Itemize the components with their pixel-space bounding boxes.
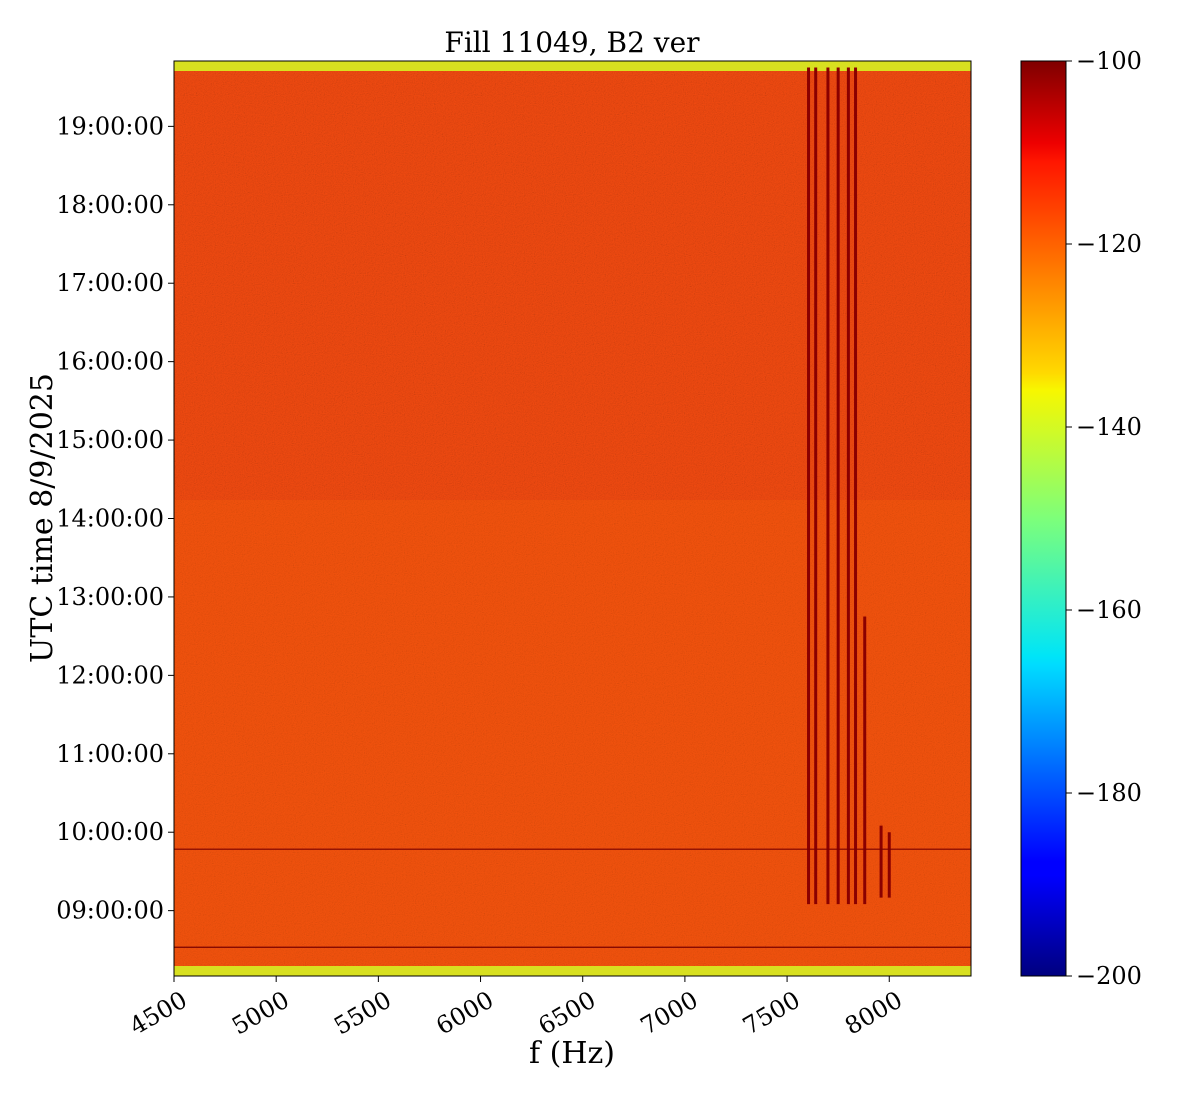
edge-band-top — [174, 61, 971, 71]
x-tick-label: 4500 — [125, 986, 192, 1041]
y-tick-label: 09:00:00 — [56, 897, 164, 925]
chart-title: Fill 11049, B2 ver — [444, 26, 700, 59]
colorbar-tick-label: −180 — [1076, 779, 1142, 807]
x-tick-label: 7500 — [738, 986, 805, 1041]
x-axis: 4500 5000 5500 6000 6500 7000 7500 8000 — [125, 976, 907, 1040]
colorbar-tick-label: −140 — [1076, 413, 1142, 441]
y-tick-label: 16:00:00 — [56, 348, 164, 376]
edge-band-bottom — [174, 966, 971, 976]
heatmap-lower-tint — [174, 500, 971, 976]
x-tick-label: 6500 — [534, 986, 601, 1041]
y-tick-label: 15:00:00 — [56, 426, 164, 454]
y-axis: 09:00:00 10:00:00 11:00:00 12:00:00 13:00:00… — [56, 112, 174, 925]
y-tick-label: 18:00:00 — [56, 191, 164, 219]
colorbar-tick-label: −100 — [1076, 47, 1142, 75]
colorbar-tick-label: −120 — [1076, 230, 1142, 258]
x-axis-label: f (Hz) — [529, 1036, 615, 1071]
y-tick-label: 17:00:00 — [56, 269, 164, 297]
colorbar-tick-label: −200 — [1076, 962, 1142, 990]
colorbar-gradient — [1020, 60, 1067, 977]
x-tick-label: 5000 — [227, 986, 294, 1041]
y-tick-label: 13:00:00 — [56, 583, 164, 611]
y-tick-label: 11:00:00 — [56, 740, 164, 768]
x-tick-label: 5500 — [329, 986, 396, 1041]
plot-area — [174, 61, 971, 976]
colorbar: −100 −120 −140 −160 −180 −200 — [1020, 47, 1142, 990]
y-tick-label: 12:00:00 — [56, 661, 164, 689]
y-axis-label: UTC time 8/9/2025 — [25, 373, 60, 663]
colorbar-tick-label: −160 — [1076, 596, 1142, 624]
y-tick-label: 10:00:00 — [56, 818, 164, 846]
y-tick-label: 14:00:00 — [56, 505, 164, 533]
x-tick-label: 8000 — [840, 986, 907, 1041]
x-tick-label: 6000 — [431, 986, 498, 1041]
y-tick-label: 19:00:00 — [56, 112, 164, 140]
x-tick-label: 7000 — [636, 986, 703, 1041]
